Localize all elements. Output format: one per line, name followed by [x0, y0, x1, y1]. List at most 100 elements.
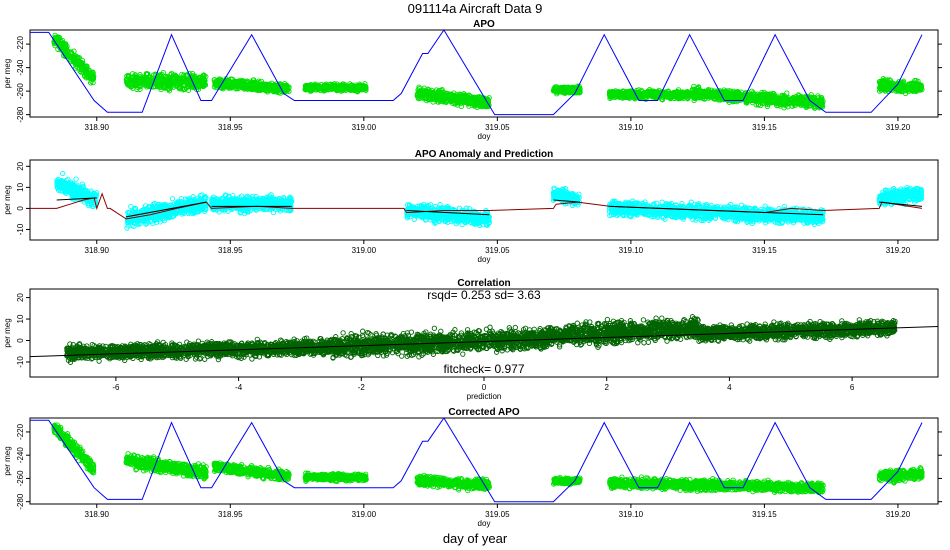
anomaly-data-point	[70, 190, 76, 196]
anomaly-data-point	[77, 196, 84, 203]
apo-data-point	[312, 81, 318, 87]
anomaly-data-point	[72, 192, 78, 199]
apo-data-point	[782, 96, 788, 102]
apo-data-point	[76, 55, 82, 62]
apo-data-point	[561, 87, 567, 93]
apo-data-point	[555, 87, 561, 94]
apo-data-point	[157, 72, 164, 78]
apo-data-point	[133, 73, 139, 79]
anomaly-data-point	[150, 220, 156, 227]
apo-data-point	[158, 77, 164, 83]
apo-x-tick-label: 318.90	[85, 123, 110, 132]
apo-data-point	[200, 75, 206, 82]
apo-data-point	[318, 81, 325, 88]
apo-data-point	[267, 86, 274, 92]
apo-data-point	[712, 96, 718, 102]
apo-data-point	[674, 89, 680, 95]
anomaly-data-point	[60, 182, 66, 189]
apo-data-point	[772, 96, 778, 102]
apo-data-point	[808, 98, 814, 104]
apo-data-point	[474, 101, 480, 107]
anomaly-data-point	[225, 199, 232, 205]
apo-data-point	[356, 86, 362, 92]
apo-data-point	[201, 76, 207, 83]
anomaly-data-point	[169, 196, 176, 202]
apo-data-point	[430, 89, 436, 96]
apo-data-point	[477, 97, 483, 104]
anomaly-data-point	[79, 184, 85, 190]
apo-data-point	[693, 89, 700, 95]
apo-data-point	[880, 80, 887, 86]
apo-data-point	[81, 65, 87, 71]
anomaly-data-point	[286, 197, 292, 203]
apo-data-point	[346, 85, 352, 92]
apo-x-tick-label: 319.20	[886, 123, 911, 132]
anomaly-data-point	[154, 215, 161, 222]
apo-data-point	[626, 89, 633, 95]
apo-data-point	[782, 98, 788, 104]
anomaly-data-point	[165, 213, 171, 219]
apo-data-point	[616, 94, 622, 100]
apo-data-point	[416, 84, 422, 90]
apo-data-point	[174, 77, 180, 84]
apo-data-point	[915, 83, 921, 89]
apo-data-point	[795, 101, 801, 107]
apo-data-point	[815, 103, 821, 110]
apo-data-point	[725, 92, 731, 99]
apo-title: APO	[473, 19, 495, 30]
apo-data-point	[363, 84, 369, 90]
apo-data-point	[630, 92, 636, 98]
anomaly-x-tick-label: 319.05	[485, 246, 510, 255]
anomaly-data-point	[190, 207, 197, 214]
apo-data-point	[737, 92, 744, 99]
apo-data-point	[246, 85, 253, 92]
anomaly-data-point	[286, 204, 292, 210]
anomaly-data-point	[140, 207, 146, 213]
anomaly-y-axis-label: per meg	[3, 185, 12, 214]
anomaly-y-tick-label: 0	[16, 206, 25, 211]
apo-data-point	[480, 102, 486, 108]
apo-data-point	[137, 83, 143, 89]
anomaly-data-point	[173, 200, 180, 206]
apo-data-point	[799, 101, 805, 107]
anomaly-data-point	[198, 196, 204, 202]
anomaly-data-point	[142, 216, 148, 222]
apo-data-point	[175, 82, 181, 89]
apo-data-point	[759, 100, 765, 107]
apo-data-point	[180, 76, 187, 82]
anomaly-data-point	[277, 208, 283, 214]
apo-x-tick-label: 319.10	[619, 123, 644, 132]
apo-data-point	[313, 85, 319, 91]
anomaly-x-tick-label: 319.20	[886, 246, 911, 255]
apo-data-point	[164, 80, 170, 86]
apo-data-point	[609, 93, 616, 99]
apo-data-point	[610, 89, 616, 95]
anomaly-data-point	[156, 203, 163, 210]
anomaly-data-point	[73, 176, 79, 182]
anomaly-data-point	[135, 220, 141, 226]
apo-data-point	[126, 73, 132, 79]
anomaly-data-point	[73, 183, 79, 190]
apo-data-point	[199, 81, 205, 87]
apo-data-point	[620, 88, 626, 94]
apo-data-point	[906, 88, 912, 95]
apo-data-point	[450, 100, 456, 107]
anomaly-data-point	[130, 209, 136, 215]
anomaly-data-point	[67, 188, 74, 194]
anomaly-data-point	[223, 198, 229, 204]
apo-data-point	[700, 93, 706, 99]
apo-data-point	[241, 80, 247, 87]
apo-x-axis-label: doy	[478, 132, 491, 141]
apo-data-point	[59, 41, 65, 47]
anomaly-y-tick-label: 20	[16, 161, 25, 170]
apo-data-point	[715, 92, 722, 98]
anomaly-data-point	[223, 204, 229, 210]
anomaly-data-point	[79, 181, 85, 187]
apo-y-tick-label: -220	[16, 36, 25, 53]
apo-data-point	[165, 86, 172, 92]
apo-data-point	[128, 84, 135, 90]
anomaly-y-tick-label: -10	[16, 223, 25, 235]
apo-data-point	[912, 84, 918, 90]
anomaly-data-point	[145, 215, 151, 221]
